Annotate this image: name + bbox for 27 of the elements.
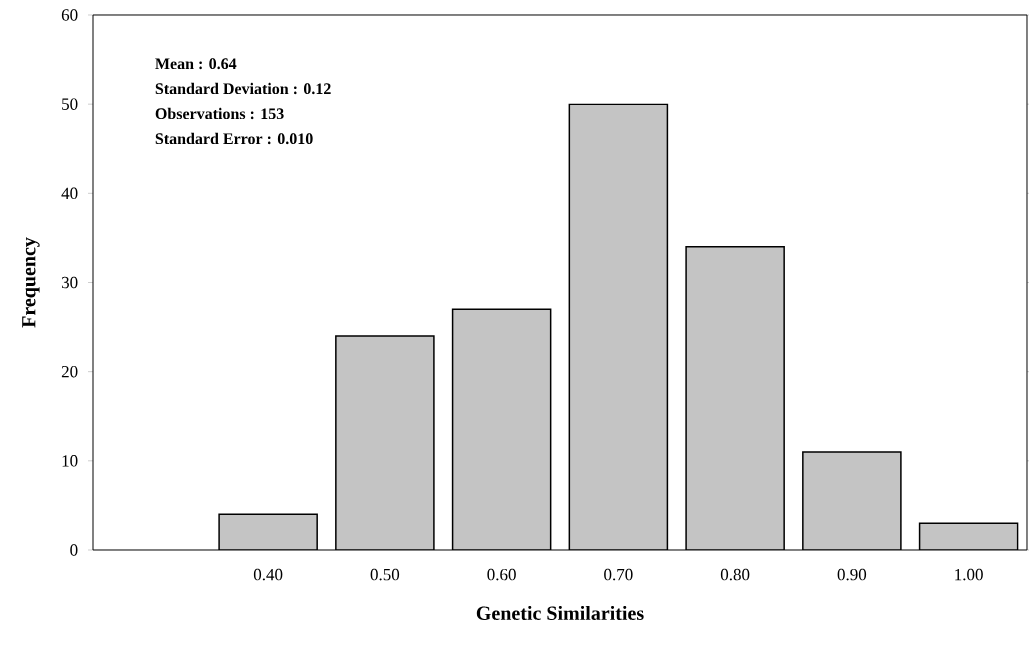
x-tick-label: 0.80 xyxy=(720,568,750,581)
x-axis-title: Genetic Similarities xyxy=(476,605,644,620)
bar xyxy=(452,309,551,550)
x-tick-label: 0.50 xyxy=(370,568,400,581)
y-tick-label: 60 xyxy=(61,9,78,21)
annotation: Standard Deviation : 0.12 xyxy=(155,82,331,95)
y-axis-title: Frequency xyxy=(22,237,40,328)
y-tick-label: 20 xyxy=(61,365,78,378)
bar xyxy=(686,246,785,550)
x-tick-label: 0.90 xyxy=(837,568,867,581)
x-tick-label: 0.60 xyxy=(487,568,516,581)
x-tick-label: 0.40 xyxy=(253,568,283,581)
bar xyxy=(918,522,1019,550)
x-tick-label: 0.70 xyxy=(604,568,633,581)
annotation: Observations : 153 xyxy=(155,107,284,120)
bar xyxy=(802,451,901,550)
y-tick-label: 0 xyxy=(70,544,78,556)
annotation: Mean : 0.64 xyxy=(155,58,237,70)
y-tick-label: 10 xyxy=(62,455,78,467)
bar xyxy=(219,514,318,550)
x-tick-label: 1.00 xyxy=(955,568,983,581)
y-tick-label: 30 xyxy=(61,276,78,289)
bar xyxy=(569,104,668,550)
annotation: Standard Error : 0.010 xyxy=(155,132,313,145)
y-tick-label: 40 xyxy=(61,187,78,200)
y-tick-label: 50 xyxy=(62,98,78,110)
bar xyxy=(335,335,434,550)
